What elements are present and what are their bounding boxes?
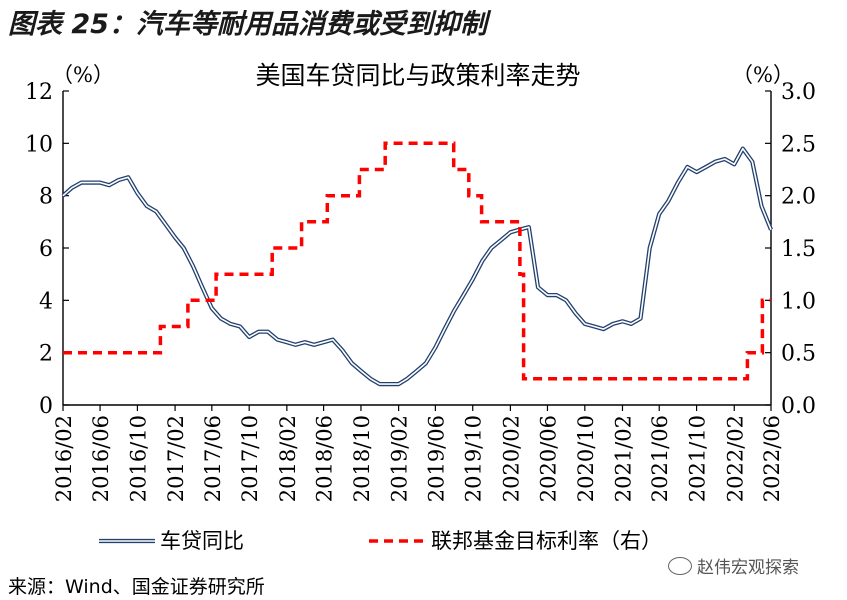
series-fed-funds-rate-line: [63, 141, 771, 381]
x-tick-label: 2017/02: [164, 415, 188, 502]
x-tick-label: 2016/10: [126, 415, 150, 502]
x-tick-label: 2019/10: [462, 415, 486, 502]
y-left-tick-label: 10: [25, 132, 53, 157]
chart-title: 美国车贷同比与政策利率走势: [255, 61, 580, 90]
wechat-icon: [668, 557, 692, 575]
x-tick-label: 2017/06: [201, 415, 225, 502]
left-axis-unit: （%）: [52, 63, 114, 87]
plot-area: [61, 141, 773, 387]
y-left-tick-label: 6: [39, 237, 53, 262]
figure-title: 图表 25：汽车等耐用品消费或受到抑制: [8, 9, 487, 40]
y-left-tick-label: 8: [39, 185, 53, 210]
y-right-tick-label: 1.5: [781, 237, 816, 262]
x-tick-label: 2018/10: [350, 415, 374, 502]
x-tick-label: 2018/06: [313, 415, 337, 502]
series-auto-loan-center: [62, 147, 772, 385]
x-tick-label: 2018/02: [276, 415, 300, 502]
x-tick-label: 2021/10: [686, 415, 710, 502]
legend-label-loan: 车贷同比: [160, 529, 244, 553]
x-tick-label: 2020/02: [499, 415, 523, 502]
y-right-tick-label: 2.0: [781, 185, 816, 210]
x-tick-label: 2021/06: [648, 415, 672, 502]
x-tick-label: 2022/02: [723, 415, 747, 502]
x-tick-label: 2017/10: [238, 415, 262, 502]
series-fed-funds-rate: [63, 141, 771, 381]
y-right-tick-label: 2.5: [781, 132, 816, 157]
y-right-tick-label: 0.0: [781, 394, 816, 419]
series-auto-loan-yoy: [61, 146, 773, 387]
x-tick-label: 2019/06: [424, 415, 448, 502]
watermark: 赵伟宏观探索: [668, 553, 799, 578]
x-tick-label: 2021/02: [611, 415, 635, 502]
y-left-tick-label: 0: [39, 394, 53, 419]
x-tick-label: 2016/02: [52, 415, 76, 502]
legend-label-rate: 联邦基金目标利率（右）: [431, 529, 662, 553]
y-right-tick-label: 3.0: [781, 80, 816, 105]
y-left-tick-label: 12: [25, 80, 53, 105]
right-axis-unit: （%）: [732, 63, 794, 87]
watermark-text: 赵伟宏观探索: [697, 558, 799, 578]
y-left-tick-label: 2: [39, 342, 53, 367]
x-tick-label: 2020/06: [536, 415, 560, 502]
y-right-tick-label: 0.5: [781, 342, 816, 367]
x-tick-label: 2022/06: [760, 415, 784, 502]
series-auto-loan-outline: [61, 146, 773, 387]
y-right-tick-label: 1.0: [781, 289, 816, 314]
y-left-tick-label: 4: [39, 289, 53, 314]
x-tick-label: 2016/06: [89, 415, 113, 502]
x-tick-label: 2020/10: [574, 415, 598, 502]
x-tick-label: 2019/02: [388, 415, 412, 502]
source-note: 来源：Wind、国金证券研究所: [8, 576, 265, 598]
axes: 0 2 4 6 8 10 12 0.0 0.5 1.0 1.5 2.0 2.5 3.0 2016/02 201…: [25, 80, 816, 502]
legend: 车贷同比 联邦基金目标利率（右）: [99, 529, 662, 553]
